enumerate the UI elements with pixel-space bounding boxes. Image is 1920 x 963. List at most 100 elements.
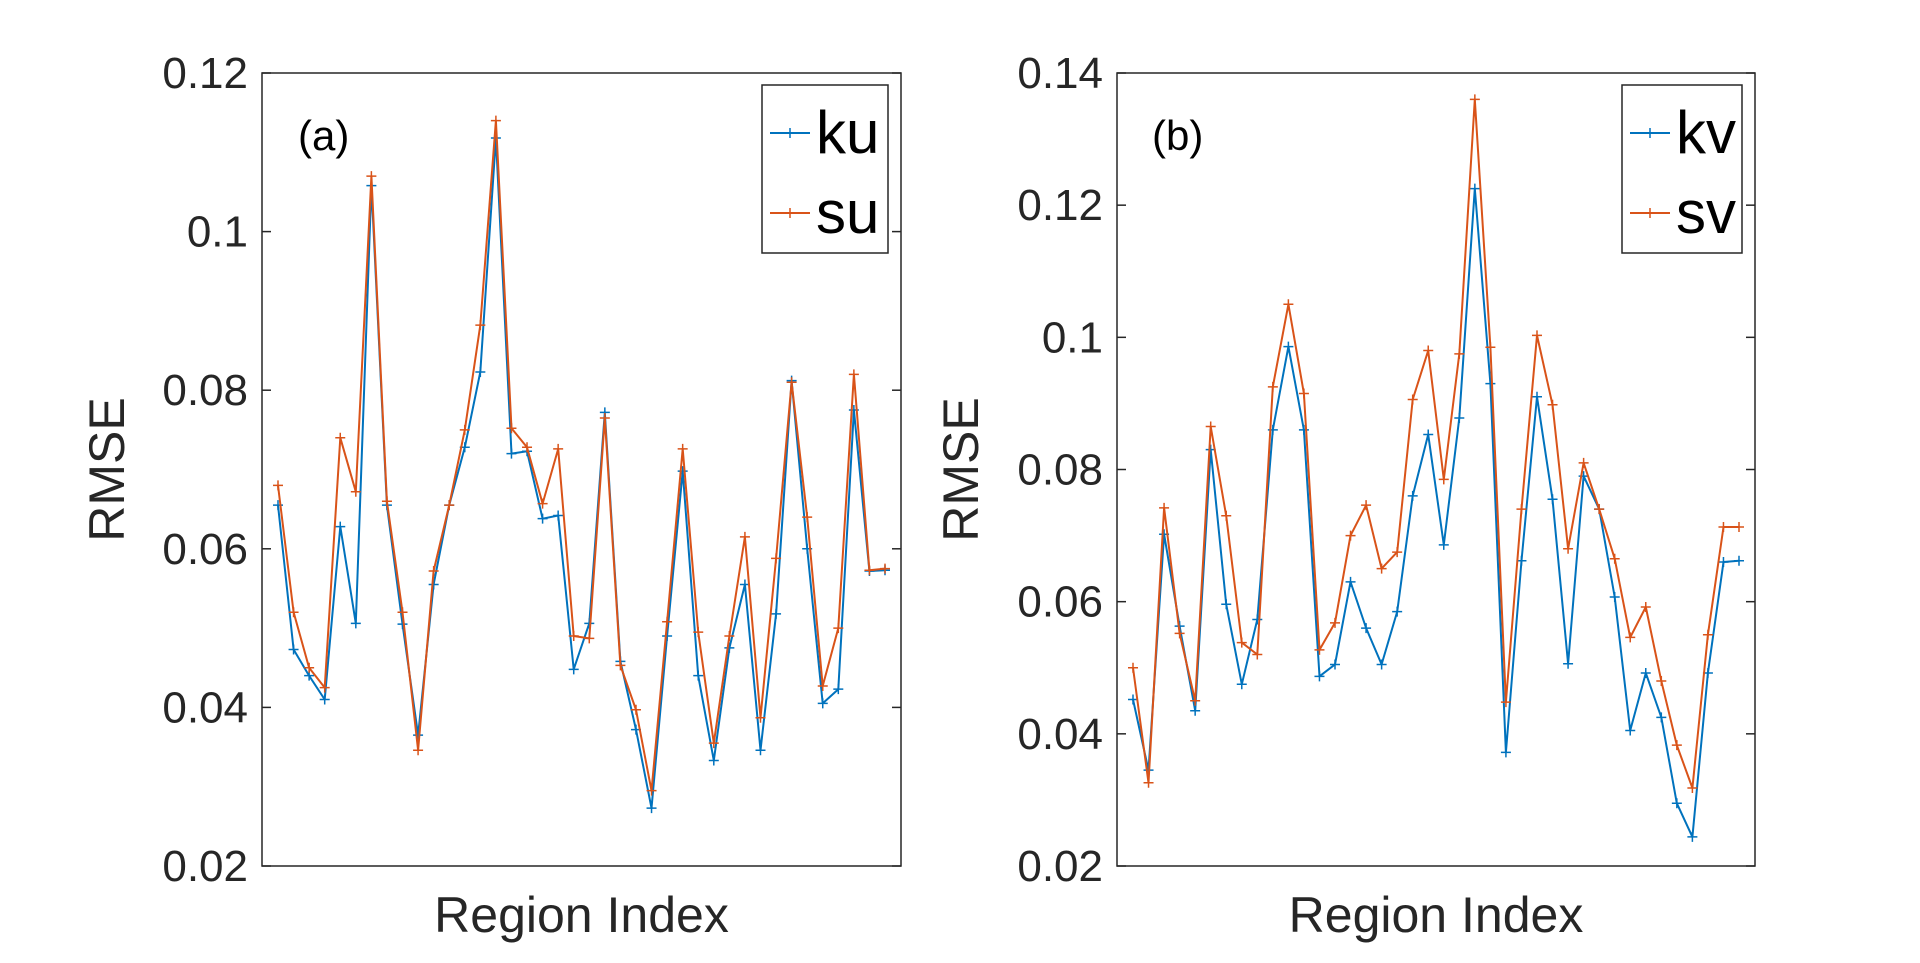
data-point-sv [1283, 299, 1294, 310]
data-point-kv [1423, 429, 1434, 440]
data-point-ku [724, 642, 735, 653]
legend-label: sv [1676, 179, 1736, 246]
data-point-kv [1361, 623, 1372, 634]
data-point-kv [1221, 599, 1232, 610]
panel-label: (b) [1152, 112, 1203, 159]
data-point-sv [1718, 521, 1729, 532]
data-point-su [755, 712, 766, 723]
data-point-su [848, 369, 859, 380]
data-point-ku [553, 510, 564, 521]
data-point-sv [1407, 394, 1418, 405]
data-point-sv [1547, 399, 1558, 410]
legend-label: su [816, 179, 879, 246]
data-point-su [444, 500, 455, 511]
data-point-su [288, 607, 299, 618]
legend-box [761, 84, 889, 254]
data-point-kv [1671, 798, 1682, 809]
data-point-ku [335, 521, 346, 532]
data-point-kv [1438, 539, 1449, 550]
data-point-sv [1563, 543, 1574, 554]
data-point-kv [1563, 658, 1574, 669]
data-point-sv [1532, 330, 1542, 341]
y-tick-label: 0.02 [1017, 842, 1103, 891]
data-point-su [490, 115, 501, 126]
data-point-kv [1609, 592, 1620, 603]
data-point-kv [1236, 679, 1247, 690]
y-tick-label: 0.02 [162, 842, 248, 891]
data-point-sv [1469, 94, 1480, 105]
data-point-su [568, 631, 579, 642]
data-point-sv [1267, 381, 1278, 392]
series-su [273, 115, 890, 796]
data-point-ku [662, 631, 673, 642]
data-point-su [817, 680, 828, 691]
x-axis-title: Region Index [1289, 887, 1584, 943]
data-point-sv [1361, 500, 1372, 511]
legend-box [1621, 84, 1743, 254]
series-kv [1128, 183, 1744, 842]
data-point-sv [1376, 563, 1387, 574]
data-point-sv [1687, 783, 1698, 794]
data-point-su [413, 745, 424, 756]
y-tick-label: 0.12 [162, 49, 248, 98]
data-point-ku [506, 448, 517, 459]
data-point-kv [1687, 831, 1698, 842]
data-point-ku [833, 684, 844, 695]
data-point-sv [1345, 530, 1356, 541]
data-point-su [506, 423, 517, 434]
y-tick-label: 0.1 [1042, 313, 1103, 362]
data-point-su [615, 660, 626, 671]
x-axis-title: Region Index [434, 887, 729, 943]
data-point-kv [1625, 725, 1636, 736]
data-point-sv [1671, 740, 1682, 751]
data-point-kv [1345, 576, 1356, 587]
data-point-sv [1609, 553, 1620, 564]
data-point-sv [1298, 388, 1309, 399]
data-point-sv [1252, 649, 1263, 660]
data-point-kv [1485, 378, 1496, 389]
data-point-su [381, 496, 392, 507]
data-point-kv [1532, 391, 1542, 402]
data-point-su [724, 631, 735, 642]
data-point-su [864, 565, 875, 576]
y-tick-label: 0.12 [1017, 181, 1103, 230]
legend-marker [785, 208, 795, 218]
data-point-kv [1407, 490, 1418, 501]
data-point-kv [1283, 341, 1294, 352]
data-point-sv [1438, 474, 1449, 485]
chart-panel-b: 0.02 0.04 0.06 0.08 0.1 0.12 0.14 Region Index R… [933, 49, 1756, 943]
data-point-su [662, 616, 673, 627]
data-point-kv [1392, 606, 1403, 617]
data-point-su [739, 531, 750, 542]
data-point-kv [1190, 705, 1201, 716]
data-point-su [802, 512, 813, 523]
data-point-su [599, 412, 610, 423]
data-point-sv [1625, 632, 1636, 643]
data-point-kv [1298, 424, 1309, 435]
data-point-sv [1205, 421, 1216, 432]
data-point-su [319, 682, 330, 693]
y-axis-title: RMSE [79, 397, 135, 541]
series-line-sv [1132, 98, 1739, 789]
legend-marker [1645, 208, 1655, 218]
data-point-sv [1734, 521, 1744, 532]
data-point-su [522, 442, 533, 453]
data-point-su [459, 424, 470, 435]
data-point-sv [1500, 697, 1511, 708]
legend-marker [1645, 128, 1655, 138]
y-tick-label: 0.08 [162, 366, 248, 415]
data-point-sv [1702, 629, 1713, 640]
data-point-sv [1236, 637, 1247, 648]
data-point-su [273, 480, 283, 491]
data-point-kv [1469, 183, 1480, 194]
data-point-sv [1392, 547, 1403, 558]
data-point-su [428, 566, 439, 577]
data-point-kv [1500, 747, 1511, 758]
data-point-su [677, 443, 688, 454]
data-point-su [397, 607, 408, 618]
data-point-ku [708, 755, 719, 766]
legend-marker [785, 128, 795, 138]
data-point-su [350, 486, 361, 497]
data-point-su [646, 785, 657, 796]
